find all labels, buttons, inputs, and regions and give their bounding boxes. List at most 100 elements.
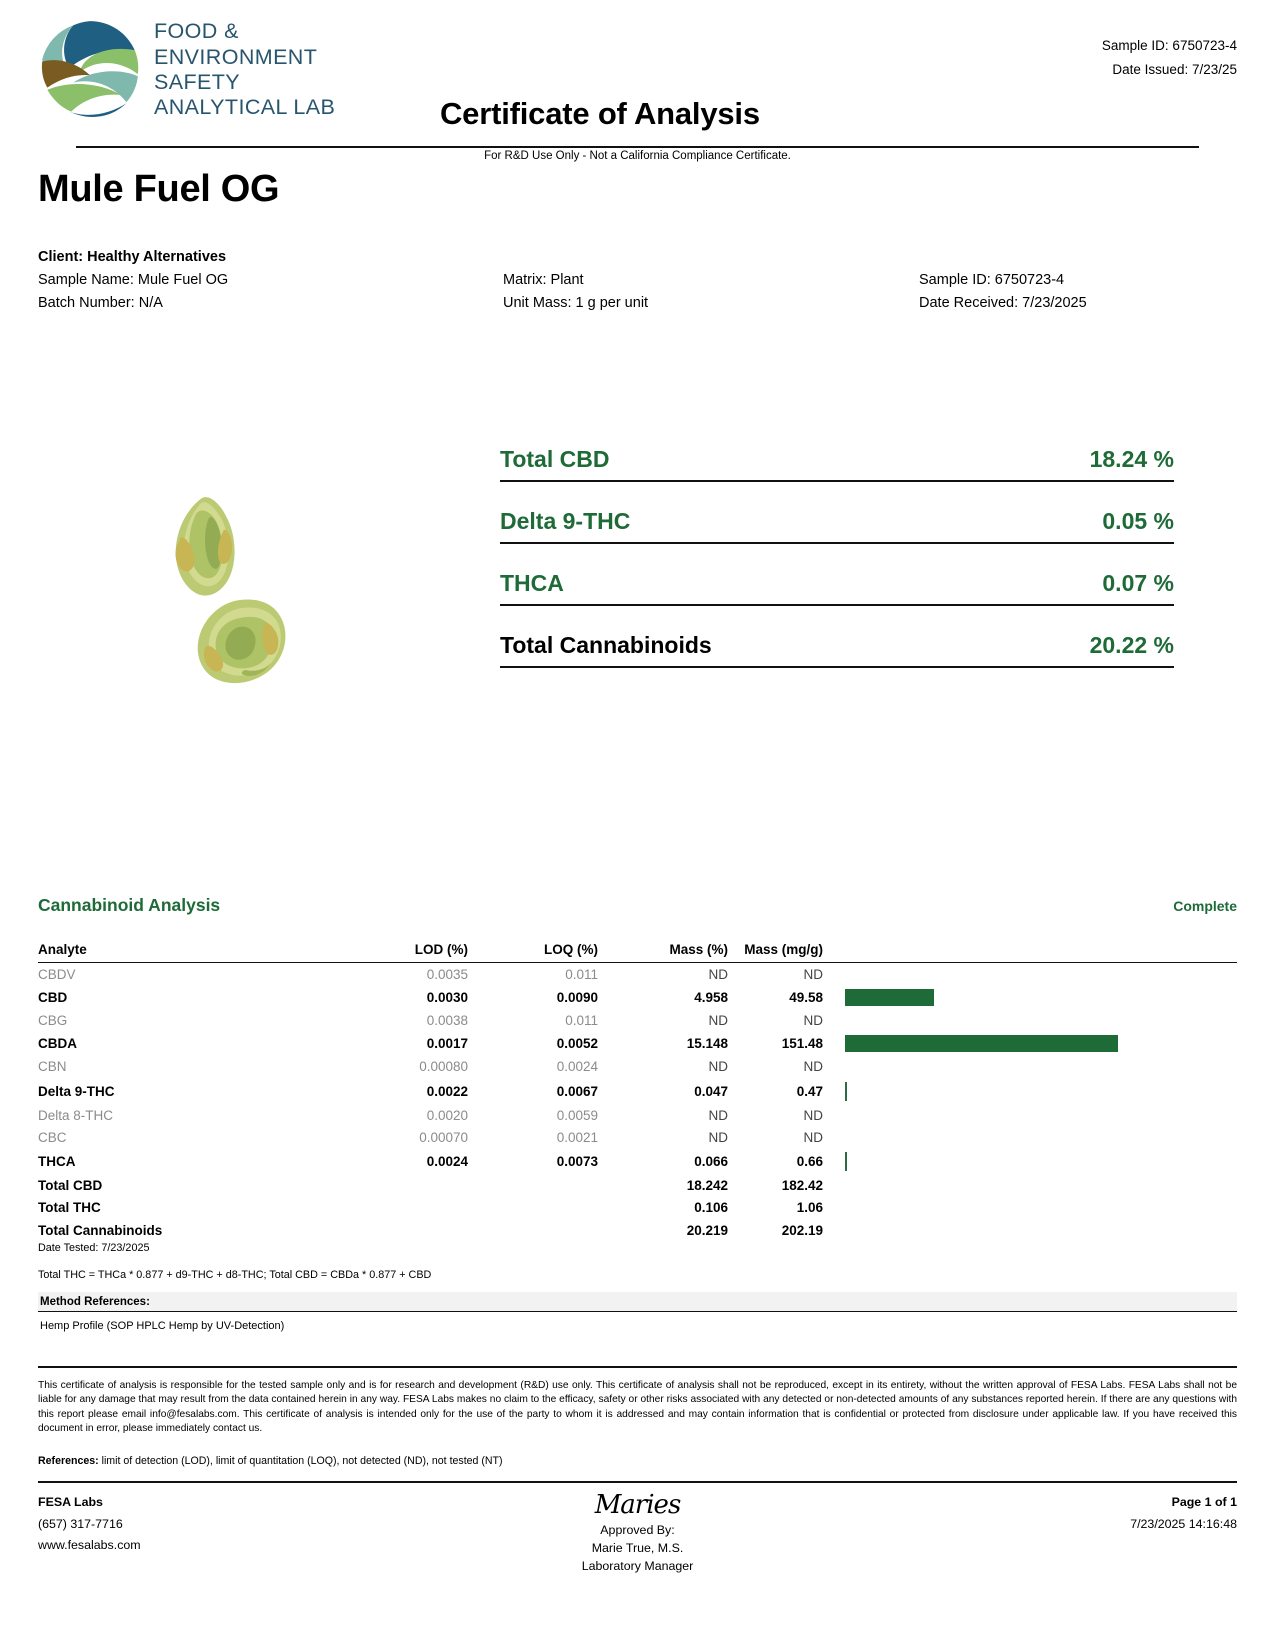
cell-bar (823, 1104, 1237, 1126)
cell-mass-pct: 18.242 (686, 1178, 728, 1194)
table-row: CBDV 0.0035 0.011 ND ND (38, 963, 1237, 986)
table-row: CBDA 0.0017 0.0052 15.148 151.48 (38, 1032, 1237, 1056)
table-row: Delta 9-THC 0.0022 0.0067 0.047 0.47 (38, 1078, 1237, 1104)
summary-row: Total CBD 18.24 % (500, 437, 1174, 482)
cell-bar (823, 985, 1237, 1009)
cell-loq: 0.0024 (556, 1059, 598, 1075)
batch-number: Batch Number: N/A (38, 295, 163, 312)
cell-mass-pct: 0.047 (694, 1083, 728, 1099)
cell-loq: 0.0073 (556, 1154, 598, 1170)
matrix: Matrix: Plant (503, 272, 584, 289)
cell-analyte: CBN (38, 1059, 67, 1075)
summary-row: Total Cannabinoids 20.22 % (500, 623, 1174, 668)
table-row: CBC 0.00070 0.0021 ND ND (38, 1126, 1237, 1148)
page-number: Page 1 of 1 (1171, 1495, 1237, 1509)
table-header-row: Analyte LOD (%) LOQ (%) Mass (%) Mass (m… (38, 942, 1237, 963)
cell-lod: 0.0022 (426, 1083, 468, 1099)
cannabinoid-table: Analyte LOD (%) LOQ (%) Mass (%) Mass (m… (38, 942, 1237, 1241)
sample-photo (175, 497, 286, 684)
cell-analyte: THCA (38, 1154, 76, 1170)
cell-lod (338, 1175, 468, 1197)
bar-indicator (845, 1081, 847, 1101)
cell-bar (823, 1009, 1237, 1031)
cell-bar (823, 1126, 1237, 1148)
footer-website[interactable]: www.fesalabs.com (38, 1538, 141, 1553)
column-header-bar (823, 942, 1237, 963)
method-references-band: Method References: (38, 1292, 1237, 1312)
cell-mass-mgg: 1.06 (796, 1200, 823, 1216)
method-reference-item: Hemp Profile (SOP HPLC Hemp by UV-Detect… (40, 1320, 285, 1332)
cell-mass-pct: ND (708, 1129, 729, 1145)
disclaimer-text: This certificate of analysis is responsi… (38, 1380, 1237, 1435)
method-references-heading: Method References: (40, 1296, 150, 1308)
page-header: FOOD & ENVIRONMENT SAFETY ANALYTICAL LAB… (38, 0, 1237, 162)
cell-bar (823, 1197, 1237, 1219)
footer-lab-info: FESA Labs (657) 317-7716 www.fesalabs.co… (38, 1492, 141, 1557)
sample-id: Sample ID: 6750723-4 (919, 272, 1065, 289)
column-header-mass-mgg: Mass (mg/g) (728, 942, 823, 963)
cell-lod: 0.0030 (426, 989, 468, 1005)
footer-approval: Maries Approved By: Marie True, M.S. Lab… (38, 1492, 1237, 1576)
cell-mass-mgg: 182.42 (781, 1178, 823, 1194)
sample-info-column-left: Client: Healthy Alternatives Sample Name… (38, 246, 228, 316)
approved-by-label: Approved By: (600, 1523, 675, 1537)
cell-mass-mgg: 0.47 (796, 1083, 823, 1099)
references-text: limit of detection (LOD), limit of quant… (98, 1455, 503, 1467)
lab-logo-text: FOOD & ENVIRONMENT SAFETY ANALYTICAL LAB (154, 19, 336, 120)
summary-value: 0.07 % (1102, 570, 1174, 596)
cell-bar (823, 1219, 1237, 1241)
cell-loq: 0.0090 (556, 989, 598, 1005)
table-row: Delta 8-THC 0.0020 0.0059 ND ND (38, 1104, 1237, 1126)
cell-bar (823, 1056, 1237, 1078)
cell-lod: 0.00080 (419, 1059, 468, 1075)
cell-mass-pct: ND (708, 1059, 729, 1075)
column-header-mass-pct: Mass (%) (598, 942, 728, 963)
client-name: Client: Healthy Alternatives (38, 249, 227, 265)
summary-label: Delta 9-THC (500, 508, 631, 534)
table-row: THCA 0.0024 0.0073 0.066 0.66 (38, 1149, 1237, 1175)
header-date-issued: Date Issued: 7/23/25 (1112, 61, 1237, 77)
summary-label: Total CBD (500, 446, 610, 472)
cell-bar (823, 1149, 1237, 1175)
cell-mass-mgg: ND (803, 1059, 824, 1075)
summary-row: THCA 0.07 % (500, 561, 1174, 606)
cell-loq (468, 1219, 598, 1241)
table-row-total: Total CBD 18.242 182.42 (38, 1175, 1237, 1197)
cell-lod: 0.0024 (426, 1154, 468, 1170)
cell-lod: 0.0017 (426, 1036, 468, 1052)
date-tested: Date Tested: 7/23/2025 (38, 1242, 150, 1254)
cell-bar (823, 1078, 1237, 1104)
cell-analyte: CBDV (38, 966, 76, 982)
bar-indicator (845, 1035, 1118, 1053)
cell-mass-pct: 0.106 (694, 1200, 728, 1216)
table-row: CBG 0.0038 0.011 ND ND (38, 1009, 1237, 1031)
summary-label: THCA (500, 570, 564, 596)
cell-analyte: CBD (38, 989, 68, 1005)
unit-mass: Unit Mass: 1 g per unit (503, 295, 649, 312)
summary-value: 0.05 % (1102, 508, 1174, 534)
footer-timestamp: 7/23/2025 14:16:48 (1130, 1516, 1237, 1531)
cell-mass-pct: 0.066 (694, 1154, 728, 1170)
page-footer: FESA Labs (657) 317-7716 www.fesalabs.co… (38, 1492, 1237, 1612)
fesa-circle-logo-icon (41, 21, 139, 119)
sample-name-heading: Mule Fuel OG (38, 168, 280, 210)
footer-page-info: Page 1 of 1 7/23/2025 14:16:48 (1130, 1492, 1237, 1535)
cell-mass-mgg: ND (803, 1107, 824, 1123)
cell-mass-pct: 4.958 (694, 989, 728, 1005)
cell-lod: 0.0035 (426, 966, 468, 982)
header-divider (76, 146, 1199, 148)
cell-analyte: Delta 8-THC (38, 1107, 114, 1123)
cell-loq (468, 1175, 598, 1197)
cell-mass-pct: 15.148 (686, 1036, 728, 1052)
date-received: Date Received: 7/23/2025 (919, 295, 1087, 312)
summary-value: 18.24 % (1089, 446, 1174, 472)
summary-value: 20.22 % (1089, 632, 1174, 658)
summary-label: Total Cannabinoids (500, 632, 712, 658)
cell-analyte: Total CBD (38, 1178, 103, 1194)
sample-info-column-middle: Matrix: Plant Unit Mass: 1 g per unit (503, 246, 648, 316)
cell-analyte: CBDA (38, 1036, 77, 1052)
footer-divider (38, 1481, 1237, 1483)
status-badge: Complete (1173, 898, 1237, 914)
cell-loq: 0.0052 (556, 1036, 598, 1052)
